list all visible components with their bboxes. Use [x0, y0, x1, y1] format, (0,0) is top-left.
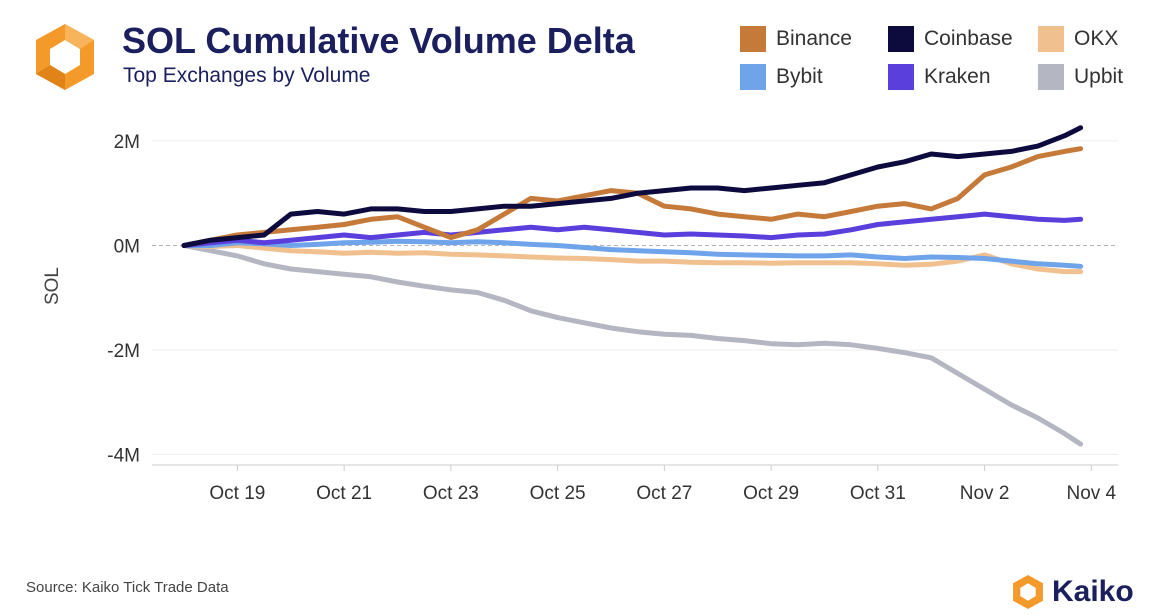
- legend-item-okx: OKX: [1038, 26, 1118, 52]
- series-lines: [181, 125, 1084, 447]
- x-tick-label: Oct 27: [636, 483, 692, 504]
- line-chart: 2M 0M -2M -4M Oct 19 Oct 21 Oct 23 Oct 25 Oct 27…: [42, 125, 1118, 504]
- legend-swatch: [888, 64, 914, 90]
- x-tick-label: Oct 29: [743, 483, 799, 504]
- x-tick-label: Nov 2: [960, 483, 1010, 504]
- legend-label: Upbit: [1074, 65, 1124, 88]
- brand-name: Kaiko: [1052, 575, 1134, 608]
- legend-swatch: [1038, 64, 1064, 90]
- x-tick-label: Oct 23: [423, 483, 479, 504]
- legend-label: Binance: [776, 27, 852, 50]
- series-line-okx: [181, 243, 1084, 275]
- y-axis-label: SOL: [42, 267, 63, 305]
- legend-label: Bybit: [776, 65, 823, 88]
- legend-item-bybit: Bybit: [740, 64, 823, 90]
- x-tick-label: Oct 31: [850, 483, 906, 504]
- legend-item-binance: Binance: [740, 26, 852, 52]
- series-line-coinbase: [181, 125, 1084, 248]
- legend: Binance Coinbase OKX Bybit Kraken Upbit: [740, 26, 1160, 102]
- y-tick-label: 0M: [114, 236, 140, 257]
- brand: Kaiko: [1010, 572, 1134, 612]
- legend-swatch: [740, 26, 766, 52]
- legend-item-coinbase: Coinbase: [888, 26, 1013, 52]
- axes: 2M 0M -2M -4M Oct 19 Oct 21 Oct 23 Oct 25 Oct 27…: [107, 132, 1118, 504]
- chart-title: SOL Cumulative Volume Delta: [122, 20, 635, 61]
- legend-swatch: [888, 26, 914, 52]
- legend-label: OKX: [1074, 27, 1119, 50]
- source-note: Source: Kaiko Tick Trade Data: [26, 579, 229, 596]
- chart-subtitle: Top Exchanges by Volume: [123, 64, 371, 87]
- legend-item-kraken: Kraken: [888, 64, 991, 90]
- x-tick-label: Nov 4: [1066, 483, 1116, 504]
- legend-item-upbit: Upbit: [1038, 64, 1123, 90]
- x-tick-label: Oct 25: [530, 483, 586, 504]
- y-tick-label: -4M: [107, 446, 140, 467]
- legend-swatch: [740, 64, 766, 90]
- kaiko-brand-icon: [1013, 575, 1043, 609]
- legend-swatch: [1038, 26, 1064, 52]
- y-tick-label: -2M: [107, 341, 140, 362]
- grid: [152, 140, 1118, 456]
- series-line-kraken: [181, 211, 1084, 248]
- series-line-upbit: [181, 243, 1084, 447]
- x-tick-label: Oct 19: [209, 483, 265, 504]
- legend-label: Coinbase: [924, 27, 1013, 50]
- legend-label: Kraken: [924, 65, 991, 88]
- x-tick-label: Oct 21: [316, 483, 372, 504]
- kaiko-logo-icon: [36, 24, 94, 90]
- series-line-bybit: [181, 238, 1084, 269]
- y-tick-label: 2M: [114, 132, 140, 153]
